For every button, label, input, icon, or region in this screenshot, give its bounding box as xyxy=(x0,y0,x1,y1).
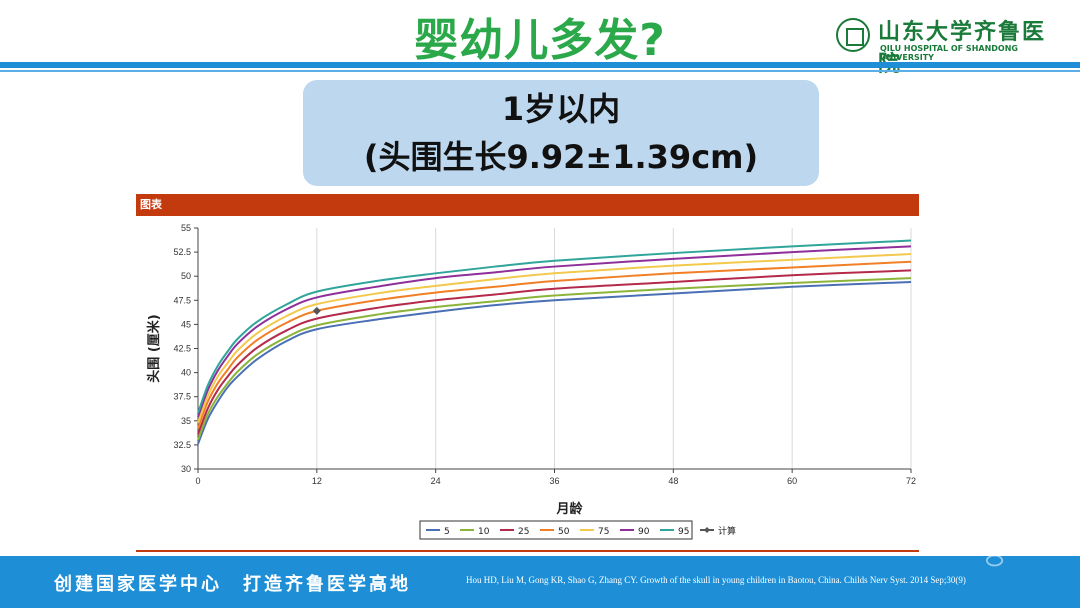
x-tick-label: 36 xyxy=(549,476,559,486)
y-tick-label: 32.5 xyxy=(173,440,191,450)
y-tick-label: 52.5 xyxy=(173,247,191,257)
header-divider xyxy=(0,62,1080,68)
legend-label: 90 xyxy=(638,527,650,537)
slide-title: 婴幼儿多发? xyxy=(414,15,666,66)
chart-legend: 5 10 25 50 75 90 95 计算 xyxy=(419,520,736,540)
series-line-p10 xyxy=(197,277,912,441)
x-tick-label: 60 xyxy=(787,476,797,486)
legend-label: 25 xyxy=(518,527,529,537)
x-tick-label: 72 xyxy=(906,476,916,486)
y-tick-label: 42.5 xyxy=(173,344,191,354)
footer-slogan: 创建国家医学中心 打造齐鲁医学高地 xyxy=(54,574,411,595)
series-line-p25 xyxy=(197,269,912,435)
legend-label: 95 xyxy=(678,527,689,537)
series-line-p50 xyxy=(197,260,912,429)
hospital-seal-icon xyxy=(836,18,870,52)
y-tick-label: 37.5 xyxy=(173,392,191,402)
y-tick-label: 40 xyxy=(181,368,191,378)
x-tick-label: 0 xyxy=(195,476,200,486)
series-line-p75 xyxy=(197,253,912,424)
y-tick-label: 55 xyxy=(181,223,191,233)
y-axis-title: 头围 (厘米) xyxy=(146,314,162,382)
footer-bar: 创建国家医学中心 打造齐鲁医学高地 Hou HD, Liu M, Gong KR… xyxy=(0,548,1080,608)
hospital-logo: 山东大学齐鲁医院 QILU HOSPITAL OF SHANDONG UNIVE… xyxy=(836,14,1066,77)
legend-label: 50 xyxy=(558,527,570,537)
watermark-icon: ⬭ xyxy=(986,548,1004,572)
x-axis-title: 月龄 xyxy=(555,501,583,517)
legend-label: 计算 xyxy=(718,525,736,537)
y-tick-label: 47.5 xyxy=(173,295,191,305)
citation: Hou HD, Liu M, Gong KR, Shao G, Zhang CY… xyxy=(466,575,966,585)
x-tick-label: 48 xyxy=(668,476,678,486)
series-line-p95 xyxy=(197,239,912,414)
y-tick-label: 45 xyxy=(181,319,191,329)
subtitle-line2: (头围生长9.92±1.39cm) xyxy=(363,138,759,176)
series-line-p5 xyxy=(197,280,912,445)
legend-box xyxy=(419,520,693,540)
subtitle-line1: 1岁以内 xyxy=(501,90,621,128)
chart-bottom-rule xyxy=(136,550,919,552)
marker-point xyxy=(312,306,321,315)
legend-label: 10 xyxy=(478,527,490,537)
x-tick-label: 24 xyxy=(431,476,441,486)
legend-label: 5 xyxy=(444,527,450,537)
legend-marker-icon xyxy=(704,527,710,533)
legend-label: 75 xyxy=(598,527,609,537)
x-tick-label: 12 xyxy=(312,476,322,486)
subtitle-box: 1岁以内 (头围生长9.92±1.39cm) xyxy=(303,80,819,186)
logo-name-en: QILU HOSPITAL OF SHANDONG UNIVERSITY xyxy=(880,44,1018,62)
y-tick-label: 35 xyxy=(181,416,191,426)
chart-header: 图表 xyxy=(136,194,919,216)
series-line-p90 xyxy=(197,245,912,418)
header-divider-thin xyxy=(0,70,1080,72)
y-tick-label: 50 xyxy=(181,271,191,281)
y-tick-label: 30 xyxy=(181,464,191,474)
